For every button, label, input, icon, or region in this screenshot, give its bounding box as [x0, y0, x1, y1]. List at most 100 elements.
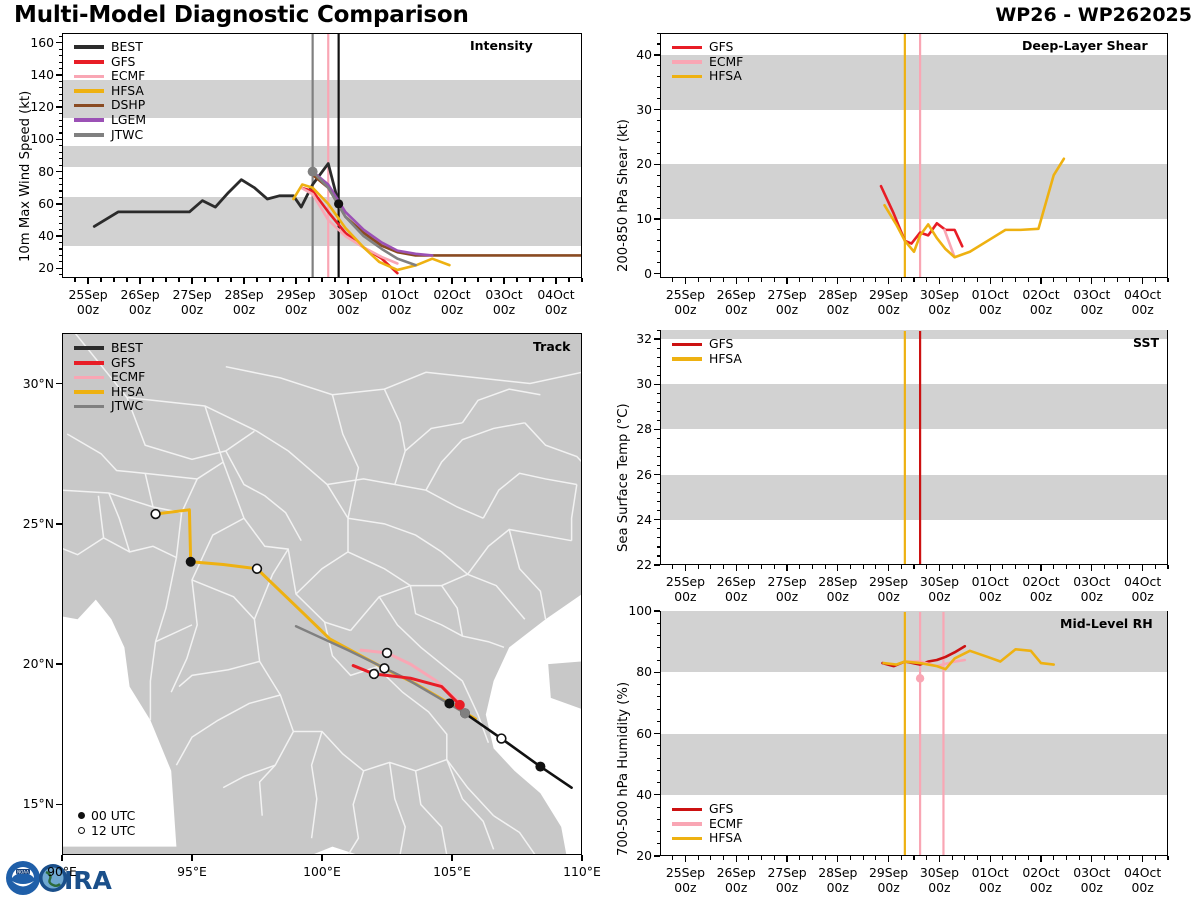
sst-x-minor-tick: [1065, 565, 1067, 569]
shear-panel-label: Deep-Layer Shear: [1022, 38, 1148, 53]
sst-y-minor-tick: [656, 392, 660, 394]
hollow-marker-icon: [78, 827, 85, 834]
track-y-tick-label-2: 25°N: [22, 515, 54, 531]
legend-swatch-ecmf: [672, 60, 702, 64]
track-y-tick-label-0: 15°N: [22, 796, 54, 812]
sst-y-minor-tick: [656, 437, 660, 440]
track-x-tick-label-4: 110°E: [563, 864, 601, 879]
rh-x-minor-tick: [926, 856, 928, 860]
legend-swatch-best: [74, 45, 104, 50]
track-y-tick-2: [56, 523, 62, 525]
rh-y-minor-tick: [656, 843, 660, 845]
shear-x-tick-label-3: 28Sep 00z: [818, 287, 858, 317]
rh-x-tick-label-4: 29Sep 00z: [869, 865, 909, 895]
sst-x-minor-tick: [913, 565, 915, 569]
rh-x-minor-tick: [1154, 856, 1156, 860]
shear-y-tick-label-1: 10: [636, 210, 652, 226]
legend-swatch-ecmf: [672, 822, 702, 826]
sst-legend: GFS HFSA: [672, 336, 742, 366]
sst-x-tick-7: [1040, 565, 1042, 571]
sst-y-minor-tick: [656, 546, 660, 548]
sst-x-tick-label-4: 29Sep 00z: [869, 574, 909, 604]
shear-x-tick-label-2: 27Sep 00z: [767, 287, 807, 317]
shear-x-minor-tick: [964, 278, 966, 282]
rh-x-tick-label-5: 30Sep 00z: [919, 865, 959, 895]
sst-x-minor-tick: [1167, 565, 1169, 569]
rh-y-tick-label-3: 80: [636, 664, 652, 680]
sst-y-minor-tick: [656, 483, 660, 485]
intensity-x-tick-label-8: 03Oct 00z: [485, 287, 523, 317]
intensity-x-tick-2: [191, 278, 193, 284]
intensity-y-minor-tick: [58, 74, 62, 76]
sst-y-minor-tick: [656, 528, 660, 530]
track-x-tick-1: [191, 855, 193, 861]
svg-text:NOAA: NOAA: [17, 869, 29, 874]
sst-shaded-band-1: [661, 384, 1167, 430]
rh-y-minor-tick: [656, 782, 660, 784]
rh-y-minor-tick: [656, 794, 660, 796]
rh-x-tick-label-8: 03Oct 00z: [1073, 865, 1111, 895]
rh-x-minor-tick: [1027, 856, 1029, 860]
intensity-y-minor-tick: [58, 132, 62, 134]
intensity-x-minor-tick: [516, 278, 518, 282]
sst-y-minor-tick: [656, 401, 660, 403]
shear-y-minor-tick: [656, 120, 660, 122]
sst-x-minor-tick: [1103, 565, 1106, 569]
shear-x-tick-6: [989, 278, 991, 284]
intensity-y-minor-tick: [58, 145, 62, 147]
shear-x-tick-0: [684, 278, 687, 284]
sst-y-minor-tick: [656, 537, 660, 539]
intensity-x-tick-label-2: 27Sep 00z: [172, 287, 212, 317]
intensity-y-minor-tick: [58, 93, 62, 95]
sst-y-minor-tick: [656, 519, 660, 521]
intensity-x-minor-tick: [529, 278, 531, 282]
rh-x-minor-tick: [951, 856, 953, 860]
intensity-x-minor-tick: [477, 278, 479, 282]
shear-x-tick-7: [1040, 278, 1042, 284]
rh-x-minor-tick: [799, 856, 801, 860]
sst-x-minor-tick: [976, 565, 979, 569]
rh-x-tick-label-0: 25Sep 00z: [665, 865, 705, 895]
marker-legend-00utc: 00 UTC: [78, 808, 135, 823]
legend-swatch-jtwc: [74, 133, 104, 137]
shear-x-tick-label-6: 01Oct 00z: [971, 287, 1009, 317]
shear-x-tick-label-9: 04Oct 00z: [1123, 287, 1162, 317]
intensity-y-minor-tick: [58, 171, 62, 173]
intensity-x-minor-tick: [282, 278, 284, 282]
intensity-y-minor-tick: [58, 209, 62, 211]
track-legend: BEST GFS ECMF HFSA JTWC: [74, 340, 145, 414]
shear-shaded-band-0: [661, 164, 1167, 219]
rh-x-tick-9: [1141, 856, 1144, 862]
rh-x-tick-0: [684, 856, 687, 862]
sst-x-tick-label-9: 04Oct 00z: [1123, 574, 1162, 604]
intensity-y-minor-tick: [58, 235, 62, 237]
intensity-y-minor-tick: [58, 61, 62, 63]
sst-y-minor-tick: [656, 447, 660, 449]
shear-x-minor-tick: [1129, 278, 1131, 282]
rh-x-tick-label-2: 27Sep 00z: [767, 865, 807, 895]
rh-x-minor-tick: [722, 856, 725, 860]
shear-x-minor-tick: [722, 278, 725, 282]
track-x-tick-0: [61, 855, 63, 861]
rh-x-minor-tick: [1065, 856, 1067, 860]
shear-x-tick-8: [1091, 278, 1093, 284]
rh-x-minor-tick: [710, 856, 712, 860]
intensity-y-minor-tick: [58, 184, 62, 186]
sst-x-tick-8: [1091, 565, 1093, 571]
rh-y-minor-tick: [656, 671, 660, 673]
shear-y-minor-tick: [656, 141, 660, 143]
sst-x-minor-tick: [773, 565, 775, 569]
intensity-y-tick-label-0: 20: [38, 260, 54, 276]
shear-y-minor-tick: [656, 174, 660, 176]
legend-item-hfsa: HFSA: [74, 83, 146, 99]
shear-y-minor-tick: [656, 262, 660, 264]
intensity-y-tick-label-6: 140: [30, 66, 54, 82]
intensity-y-minor-tick: [58, 267, 62, 269]
rh-y-minor-tick: [656, 659, 660, 661]
rh-y-tick-label-2: 60: [636, 725, 652, 741]
sst-y-minor-tick: [656, 428, 660, 431]
sst-x-minor-tick: [849, 565, 852, 569]
rh-x-minor-tick: [672, 856, 674, 860]
intensity-x-minor-tick: [178, 278, 180, 282]
intensity-y-minor-tick: [58, 190, 62, 192]
